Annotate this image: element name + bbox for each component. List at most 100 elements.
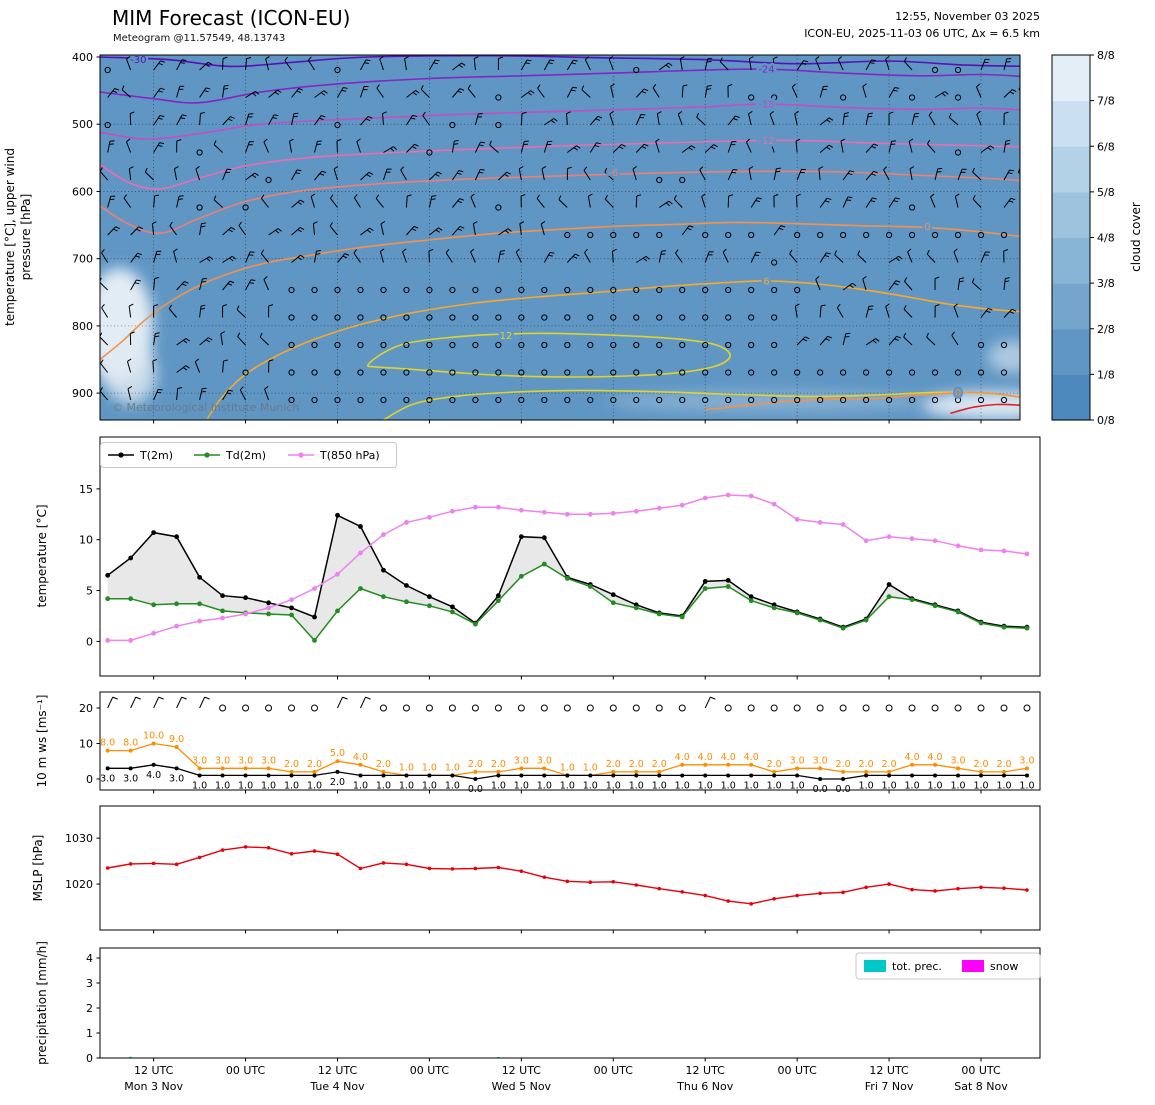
svg-text:12 UTC: 12 UTC: [869, 1064, 909, 1077]
svg-text:3.0: 3.0: [215, 755, 230, 766]
svg-text:1.0: 1.0: [905, 780, 920, 791]
svg-text:0.0: 0.0: [813, 784, 828, 795]
svg-text:3.0: 3.0: [238, 755, 253, 766]
upper-wind-barbs: [100, 55, 1020, 404]
svg-text:1.0: 1.0: [399, 762, 414, 773]
svg-text:Td(2m): Td(2m): [225, 449, 266, 462]
svg-text:0: 0: [86, 635, 93, 648]
svg-text:3.0: 3.0: [813, 755, 828, 766]
svg-text:1.0: 1.0: [215, 780, 230, 791]
svg-text:1.0: 1.0: [422, 780, 437, 791]
svg-text:3: 3: [86, 977, 93, 990]
svg-text:8.0: 8.0: [100, 738, 115, 749]
svg-text:1.0: 1.0: [882, 780, 897, 791]
run-info: 12:55, November 03 2025 ICON-EU, 2025-11…: [804, 8, 1040, 42]
svg-text:3.0: 3.0: [537, 755, 552, 766]
svg-text:1.0: 1.0: [192, 780, 207, 791]
svg-text:3.0: 3.0: [790, 755, 805, 766]
svg-text:1.0: 1.0: [859, 780, 874, 791]
svg-text:1.0: 1.0: [376, 780, 391, 791]
svg-text:Fri 7 Nov: Fri 7 Nov: [865, 1080, 914, 1093]
svg-text:3.0: 3.0: [261, 755, 276, 766]
svg-text:0: 0: [86, 773, 93, 786]
svg-text:1.0: 1.0: [721, 780, 736, 791]
svg-text:4.0: 4.0: [744, 752, 759, 763]
svg-text:1.0: 1.0: [698, 780, 713, 791]
svg-text:2.0: 2.0: [330, 777, 345, 788]
svg-text:10 m ws [ms⁻¹]: 10 m ws [ms⁻¹]: [35, 695, 49, 788]
svg-text:1.0: 1.0: [353, 780, 368, 791]
svg-text:0: 0: [955, 388, 961, 399]
svg-text:4.0: 4.0: [353, 752, 368, 763]
svg-text:8.0: 8.0: [123, 738, 138, 749]
svg-text:Sat 8 Nov: Sat 8 Nov: [954, 1080, 1008, 1093]
svg-text:1.0: 1.0: [514, 780, 529, 791]
svg-text:Mon 3 Nov: Mon 3 Nov: [124, 1080, 183, 1093]
svg-text:2.0: 2.0: [836, 759, 851, 770]
panel-wind: 8.0 3.0 8.0 3.0 10.0 4.0 9.0 3.0 3.0 1.0 3.0 1.0 3.0…: [35, 691, 1041, 795]
svg-text:pressure [hPa]: pressure [hPa]: [19, 194, 33, 281]
svg-text:00 UTC: 00 UTC: [594, 1064, 634, 1077]
svg-text:2.0: 2.0: [606, 759, 621, 770]
svg-text:1.0: 1.0: [399, 780, 414, 791]
svg-text:4.0: 4.0: [905, 752, 920, 763]
svg-text:Wed 5 Nov: Wed 5 Nov: [492, 1080, 552, 1093]
svg-text:1/8: 1/8: [1097, 368, 1115, 381]
svg-text:precipitation [mm/h]: precipitation [mm/h]: [35, 941, 49, 1065]
svg-text:1.0: 1.0: [445, 762, 460, 773]
svg-text:1030: 1030: [65, 832, 93, 845]
svg-text:1.0: 1.0: [284, 780, 299, 791]
svg-text:3.0: 3.0: [100, 773, 115, 784]
panel-precipitation: 0 1 2 3 4 precipitation [mm/h] tot. prec. snow: [35, 941, 1041, 1065]
svg-text:12 UTC: 12 UTC: [502, 1064, 542, 1077]
svg-text:2.0: 2.0: [284, 759, 299, 770]
svg-text:1.0: 1.0: [560, 780, 575, 791]
page-title: MIM Forecast (ICON-EU): [112, 6, 351, 30]
svg-text:15: 15: [79, 483, 93, 496]
svg-text:1.0: 1.0: [307, 780, 322, 791]
svg-text:1.0: 1.0: [950, 780, 965, 791]
svg-text:1.0: 1.0: [560, 762, 575, 773]
svg-text:4: 4: [86, 952, 93, 965]
svg-text:0: 0: [86, 1052, 93, 1065]
svg-text:800: 800: [72, 320, 93, 333]
svg-text:2.0: 2.0: [307, 759, 322, 770]
svg-text:cloud cover: cloud cover: [1129, 202, 1143, 272]
svg-text:00 UTC: 00 UTC: [777, 1064, 817, 1077]
svg-text:1.0: 1.0: [790, 780, 805, 791]
svg-text:20: 20: [79, 702, 93, 715]
svg-text:MSLP [hPa]: MSLP [hPa]: [31, 835, 45, 902]
svg-text:2.0: 2.0: [859, 759, 874, 770]
svg-text:12 UTC: 12 UTC: [686, 1064, 726, 1077]
svg-text:0/8: 0/8: [1097, 414, 1115, 427]
panel-temperature: 0 5 10 15 temperature [°C] T(2m) Td(2m) T(850 h…: [35, 436, 1041, 680]
svg-text:1.0: 1.0: [606, 780, 621, 791]
svg-text:2.0: 2.0: [996, 759, 1011, 770]
svg-text:00 UTC: 00 UTC: [226, 1064, 266, 1077]
svg-text:0.0: 0.0: [836, 784, 851, 795]
svg-text:4/8: 4/8: [1097, 232, 1115, 245]
svg-text:-6: -6: [608, 168, 618, 179]
svg-text:2.0: 2.0: [629, 759, 644, 770]
svg-text:T(2m): T(2m): [139, 449, 173, 462]
svg-text:8/8: 8/8: [1097, 49, 1115, 62]
svg-text:4.0: 4.0: [698, 752, 713, 763]
precipitation-legend: tot. prec. snow: [855, 952, 1041, 980]
svg-text:2.0: 2.0: [973, 759, 988, 770]
svg-text:temperature [°C]: temperature [°C]: [35, 505, 49, 608]
svg-text:3.0: 3.0: [192, 755, 207, 766]
svg-text:1020: 1020: [65, 878, 93, 891]
svg-text:2.0: 2.0: [468, 759, 483, 770]
svg-text:2.0: 2.0: [652, 759, 667, 770]
time-axis: 12 UTC Mon 3 Nov 00 UTC 12 UTC Tue 4 Nov 00 U…: [124, 1058, 1008, 1093]
svg-text:400: 400: [72, 51, 93, 64]
svg-text:Tue 4 Nov: Tue 4 Nov: [309, 1080, 365, 1093]
svg-text:600: 600: [72, 185, 93, 198]
svg-text:500: 500: [72, 118, 93, 131]
svg-text:1: 1: [86, 1027, 93, 1040]
svg-text:2.0: 2.0: [882, 759, 897, 770]
svg-text:1.0: 1.0: [927, 780, 942, 791]
svg-text:00 UTC: 00 UTC: [410, 1064, 450, 1077]
